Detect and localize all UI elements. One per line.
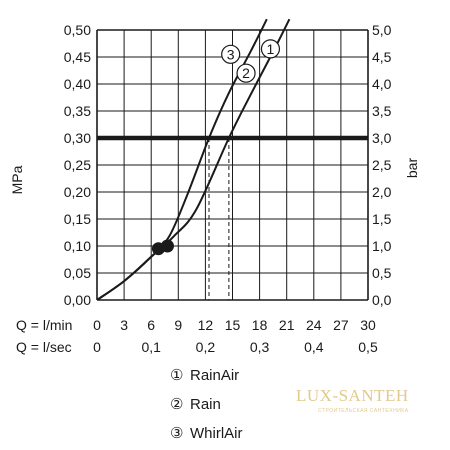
x-tick-lsec: 0 <box>93 339 101 355</box>
y-tick-left: 0,20 <box>64 184 91 200</box>
x-tick-lmin: 9 <box>174 317 182 333</box>
y-axis-label-left: MPa <box>9 165 25 194</box>
y-tick-left: 0,50 <box>64 22 91 38</box>
y-tick-right: 3,0 <box>372 130 392 146</box>
y-tick-right: 1,0 <box>372 238 392 254</box>
series-line-rainair <box>97 18 291 300</box>
x-tick-lmin: 0 <box>93 317 101 333</box>
y-tick-right: 1,5 <box>372 211 392 227</box>
y-tick-left: 0,05 <box>64 265 91 281</box>
y-tick-right: 3,5 <box>372 103 392 119</box>
legend-label: Rain <box>190 396 221 413</box>
y-tick-left: 0,15 <box>64 211 91 227</box>
chart-grid <box>96 29 369 301</box>
x-tick-lsec: 0,4 <box>304 339 324 355</box>
series-line-whirlair <box>97 18 268 300</box>
series-lines <box>97 18 291 300</box>
x-tick-lmin: 24 <box>306 317 322 333</box>
y-tick-left: 0,40 <box>64 76 91 92</box>
x-axis-row1-label: Q = l/min <box>16 317 72 333</box>
curve-label-circle <box>260 39 281 59</box>
tick-labels: 0,000,050,100,150,200,250,300,350,400,45… <box>64 22 392 355</box>
legend-label: RainAir <box>190 367 240 384</box>
watermark-logo: LUX-SANTEH <box>296 386 409 405</box>
x-tick-lmin: 15 <box>225 317 241 333</box>
x-tick-lmin: 30 <box>360 317 376 333</box>
curve-label-circle <box>221 44 241 64</box>
curve-label-1: 1 <box>260 39 281 59</box>
y-tick-right: 5,0 <box>372 22 392 38</box>
x-tick-lmin: 27 <box>333 317 349 333</box>
curve-labels: 32 1 <box>221 39 281 83</box>
x-tick-lsec: 0,3 <box>250 339 270 355</box>
y-tick-left: 0,45 <box>64 49 91 65</box>
flow-guide-lines <box>208 138 230 300</box>
x-tick-lsec: 0,2 <box>196 339 216 355</box>
y-tick-right: 0,0 <box>372 292 392 308</box>
legend-number: ① <box>170 367 184 384</box>
y-tick-right: 0,5 <box>372 265 392 281</box>
pressure-flow-chart: 321 0,000,050,100,150,200,250,300,350,40… <box>9 18 420 355</box>
legend-label: WhirlAir <box>190 425 243 442</box>
x-tick-lmin: 12 <box>198 317 214 333</box>
curve-label-text: 3 <box>227 46 235 62</box>
legend-item-rainair: ① RainAir <box>170 366 239 384</box>
y-tick-right: 2,5 <box>372 157 392 173</box>
curve-markers <box>151 239 174 256</box>
y-tick-right: 2,0 <box>372 184 392 200</box>
y-tick-right: 4,5 <box>372 49 392 65</box>
legend-item-whirlair: ③ WhirlAir <box>170 424 243 442</box>
watermark-subtitle: СТРОИТЕЛЬСКАЯ САНТЕХНИКА <box>318 408 409 414</box>
curve-label-circle <box>236 63 256 83</box>
y-tick-left: 0,30 <box>64 130 91 146</box>
legend-number: ② <box>170 396 184 413</box>
y-tick-left: 0,35 <box>64 103 91 119</box>
curve-label-2: 2 <box>236 63 256 83</box>
x-axis-row2-label: Q = l/sec <box>16 339 72 355</box>
x-tick-lmin: 18 <box>252 317 268 333</box>
curve-marker-dot <box>160 239 174 253</box>
y-tick-left: 0,10 <box>64 238 91 254</box>
curve-label-text: 1 <box>267 41 275 57</box>
y-tick-left: 0,25 <box>64 157 91 173</box>
x-tick-lsec: 0,5 <box>358 339 378 355</box>
curve-label-3: 3 <box>221 44 241 64</box>
legend-number: ③ <box>170 425 184 442</box>
x-tick-lsec: 0,1 <box>141 339 161 355</box>
x-tick-lmin: 3 <box>120 317 128 333</box>
x-tick-lmin: 21 <box>279 317 295 333</box>
legend-item-rain: ② Rain <box>170 395 221 413</box>
y-tick-right: 4,0 <box>372 76 392 92</box>
x-tick-lmin: 6 <box>147 317 155 333</box>
y-axis-label-right: bar <box>404 158 420 179</box>
curve-label-text: 2 <box>242 65 250 81</box>
y-tick-left: 0,00 <box>64 292 91 308</box>
